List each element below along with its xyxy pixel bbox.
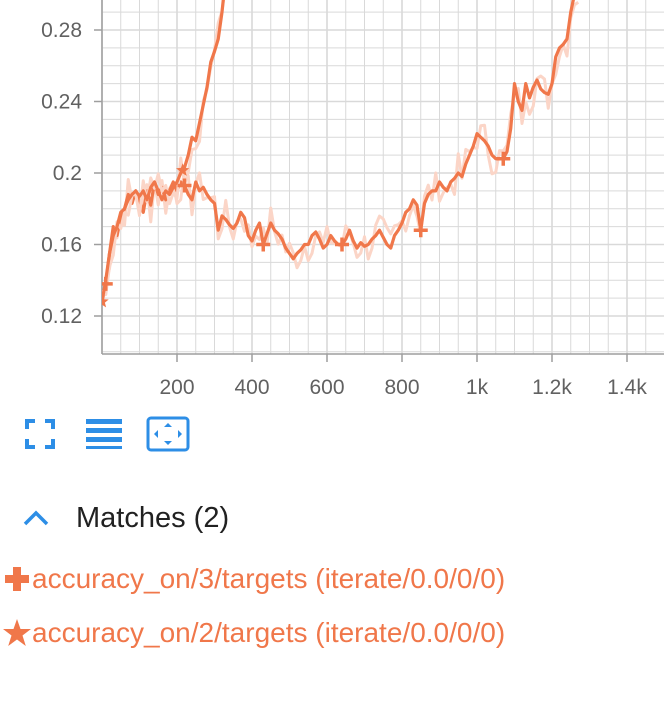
matches-header: Matches (2) <box>20 494 229 542</box>
chevron-up-icon <box>23 510 49 526</box>
plus-marker <box>413 223 428 238</box>
series-line <box>102 0 575 303</box>
plus-marker <box>256 237 271 252</box>
y-tick-label: 0.12 <box>41 305 82 328</box>
series-line <box>102 0 225 302</box>
match-label: accuracy_on/2/targets (iterate/0.0/0/0) <box>32 617 506 648</box>
star-marker-icon <box>2 618 32 648</box>
x-tick-label: 800 <box>384 376 419 399</box>
plus-marker <box>496 151 511 166</box>
toggle-log-scale-button[interactable] <box>82 414 126 454</box>
plus-marker <box>177 178 192 193</box>
matches-title: Matches (2) <box>76 501 230 534</box>
fit-domain-icon <box>146 416 190 452</box>
star-marker <box>176 163 190 176</box>
x-tick-label: 1.4k <box>607 376 647 399</box>
chart-tick-labels: 0.12 0.16 0.2 0.24 0.28 200 400 600 800 1k 1.2k 1.4… <box>41 19 647 399</box>
fullscreen-icon <box>25 419 55 449</box>
collapse-matches-button[interactable] <box>20 502 52 534</box>
x-tick-label: 1.2k <box>532 376 572 399</box>
plus-marker <box>335 237 349 252</box>
chart-markers <box>102 151 511 308</box>
chart-grid <box>101 0 664 354</box>
line-chart: 0.12 0.16 0.2 0.24 0.28 200 400 600 800 1k 1.2k 1.4… <box>41 0 664 399</box>
x-tick-label: 600 <box>309 376 344 399</box>
plus-marker <box>102 276 113 291</box>
match-label: accuracy_on/3/targets (iterate/0.0/0/0) <box>32 563 506 594</box>
y-tick-label: 0.28 <box>41 19 82 42</box>
plus-marker-icon <box>2 564 32 594</box>
match-item-accuracy-3[interactable]: accuracy_on/3/targets (iterate/0.0/0/0) <box>2 557 505 601</box>
match-item-accuracy-2[interactable]: accuracy_on/2/targets (iterate/0.0/0/0) <box>2 611 505 655</box>
y-tick-label: 0.24 <box>41 91 82 114</box>
fullscreen-button[interactable] <box>18 414 62 454</box>
y-tick-label: 0.2 <box>53 162 82 185</box>
fit-domain-button[interactable] <box>146 414 190 454</box>
x-tick-label: 400 <box>234 376 269 399</box>
chart-plot-area[interactable] <box>102 0 580 303</box>
y-tick-label: 0.16 <box>41 234 82 257</box>
x-tick-label: 200 <box>159 376 194 399</box>
chart-toolbar <box>18 414 210 454</box>
star-marker <box>102 294 109 308</box>
x-tick-label: 1k <box>466 376 489 399</box>
list-icon <box>86 419 122 449</box>
